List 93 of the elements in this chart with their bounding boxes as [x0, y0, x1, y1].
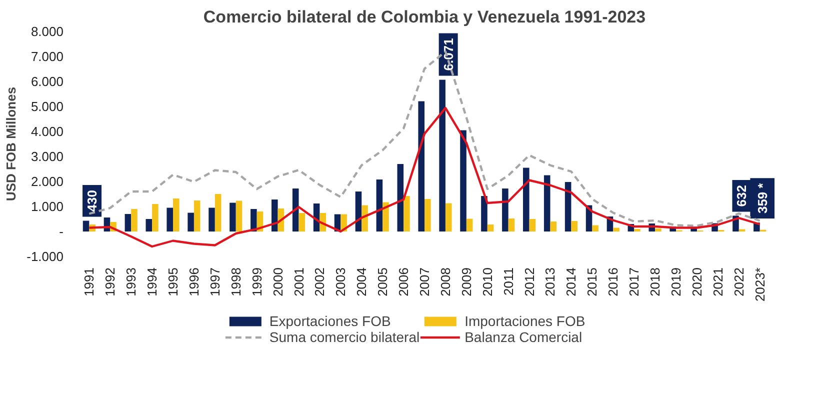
bar [550, 222, 557, 232]
bar [214, 194, 222, 232]
x-tick-label: 2001 [291, 268, 306, 296]
x-tick-label: 2020 [689, 268, 704, 296]
y-tick-label: 1.000 [30, 199, 64, 214]
bar [439, 80, 446, 232]
bar [272, 200, 278, 232]
x-tick-label: 2003 [333, 268, 348, 296]
x-tick-label: 2021 [710, 268, 726, 296]
x-tick-label: 2006 [396, 268, 412, 296]
bar [445, 203, 452, 232]
bar [424, 199, 431, 232]
legend-label: Balanza Comercial [464, 329, 584, 345]
legend-label: Suma comercio bilateral [269, 329, 420, 345]
bar [397, 164, 404, 232]
bar [82, 220, 90, 232]
bar [230, 202, 236, 232]
x-tick-label: 1993 [124, 268, 139, 296]
bar [298, 213, 306, 232]
x-tick-label: 2010 [480, 268, 495, 296]
x-tick-label: 1999 [249, 268, 264, 296]
data-label: 430 [84, 190, 100, 212]
bar [124, 214, 132, 232]
bar [146, 219, 152, 232]
bar [487, 224, 494, 232]
x-tick-label: 2005 [375, 268, 390, 296]
y-tick-label: 8.000 [30, 24, 64, 39]
bar [382, 202, 389, 232]
bar [529, 219, 536, 232]
bar [236, 200, 242, 232]
bar [292, 188, 299, 232]
y-tick-label: 5.000 [30, 99, 64, 114]
bar [250, 209, 257, 232]
y-tick-label: 3.000 [30, 149, 64, 164]
data-label: 359 * [755, 182, 770, 214]
bar [523, 168, 530, 232]
x-tick-label: 2018 [648, 268, 663, 296]
x-tick-label: 2014 [564, 268, 579, 296]
x-tick-label: 1991 [82, 268, 97, 296]
x-tick-label: 2002 [312, 268, 328, 296]
bar [152, 204, 158, 232]
bar [564, 182, 572, 232]
x-tick-label: 2017 [626, 268, 642, 296]
bar [655, 228, 662, 232]
y-tick-label: - [59, 224, 64, 239]
bar [571, 221, 578, 232]
bar [592, 225, 598, 232]
chart-title: Comercio bilateral de Colombia y Venezuela 1991-2023 [203, 8, 646, 26]
bar [418, 101, 424, 232]
y-tick-label: -1.000 [26, 249, 64, 264]
bar [502, 188, 508, 232]
bar [481, 196, 488, 232]
x-tick-label: 1995 [166, 268, 181, 296]
bar [544, 175, 550, 232]
bar [376, 180, 383, 232]
y-tick-label: 6.000 [30, 74, 64, 89]
data-label: 632 [734, 184, 750, 207]
bar [362, 205, 368, 232]
x-tick-label: 2013 [542, 268, 558, 296]
x-tick-label: 1992 [102, 268, 118, 296]
bar [404, 196, 410, 232]
x-tick-label: 2016 [606, 268, 621, 296]
y-tick-label: 2.000 [30, 174, 64, 189]
bar [173, 198, 180, 232]
x-tick-label: 2015 [584, 268, 600, 296]
x-tick-label: 2000 [270, 268, 286, 296]
x-tick-label: 1998 [228, 268, 244, 296]
x-tick-label: 2008 [438, 268, 453, 296]
bar [466, 218, 473, 232]
legend-label: Exportaciones FOB [269, 313, 392, 329]
bar [208, 208, 215, 232]
bar [508, 218, 515, 232]
x-tick-label: 2019 [668, 268, 684, 296]
x-tick-label: 2022 [731, 268, 746, 296]
y-tick-label: 7.000 [30, 49, 64, 64]
x-tick-label: 2023* [752, 267, 768, 302]
bar [194, 200, 200, 232]
bar [460, 130, 466, 232]
x-tick-label: 2009 [458, 268, 474, 296]
bar [188, 212, 194, 232]
x-tick-label: 1997 [207, 268, 222, 296]
x-tick-label: 2007 [417, 268, 432, 296]
bar [131, 209, 138, 232]
legend-label: Importaciones FOB [464, 313, 586, 329]
x-tick-label: 2011 [500, 267, 516, 296]
bar [613, 228, 620, 232]
x-tick-label: 1994 [144, 268, 160, 296]
x-tick-label: 1996 [186, 268, 202, 296]
y-axis-title: USD FOB Millones [4, 86, 19, 202]
x-tick-label: 2004 [354, 268, 370, 296]
bar [166, 208, 174, 232]
x-tick-label: 2012 [522, 268, 537, 296]
y-tick-label: 4.000 [30, 124, 64, 139]
